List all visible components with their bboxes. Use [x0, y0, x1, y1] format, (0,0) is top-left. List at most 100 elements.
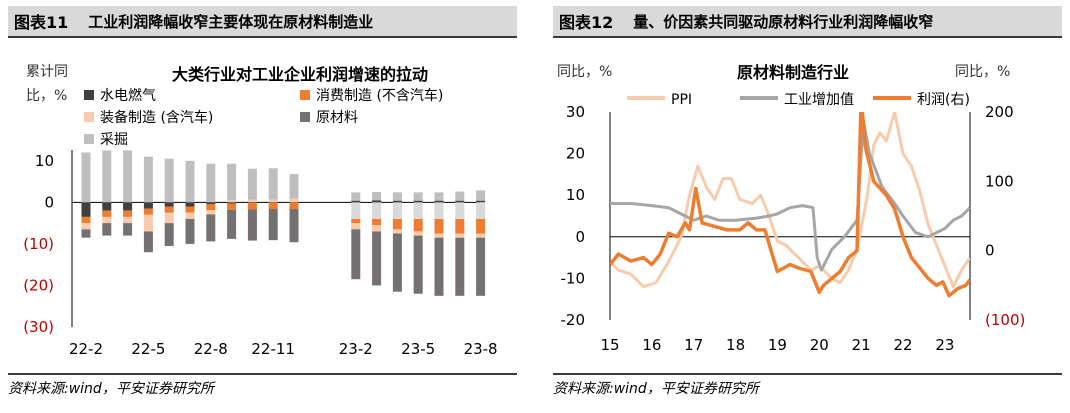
- bar-segment: [123, 223, 133, 236]
- legend-label: 装备制造 (含汽车): [100, 109, 213, 126]
- bar-segment: [143, 156, 153, 203]
- x-tick-label: 22-11: [251, 340, 295, 358]
- bar-segment: [102, 223, 112, 236]
- chart-title: 大类行业对工业企业利润增速的拉动: [172, 65, 428, 84]
- bar-segment: [351, 218, 361, 224]
- right-axis-label: 同比，%: [955, 64, 1010, 80]
- x-tick-label: 23-2: [339, 340, 373, 358]
- bar-segment: [434, 200, 444, 203]
- y-tick-label: (10): [23, 235, 54, 253]
- bar-segment: [206, 203, 216, 211]
- figure-12-header: 图表12 量、价因素共同驱动原材料行业利润降幅收窄: [553, 6, 1062, 38]
- bar-segment: [143, 214, 153, 232]
- bar-segment: [351, 192, 361, 201]
- bar-segment: [289, 208, 299, 243]
- series-line: [610, 112, 970, 298]
- bar-segment: [289, 202, 299, 209]
- bar-segment: [351, 200, 361, 203]
- right-tick-label: 200: [985, 103, 1014, 121]
- bar-segment: [247, 168, 257, 200]
- figure-11-number: 图表11: [14, 13, 69, 32]
- figure-11: 图表11 工业利润降幅收窄主要体现在原材料制造业 大类行业对工业企业利润增速的拉…: [0, 0, 525, 413]
- x-tick-label: 22: [893, 336, 912, 354]
- bar-segment: [185, 212, 195, 219]
- bar-segment: [247, 202, 257, 204]
- bar-segment: [413, 202, 423, 219]
- bar-segment: [372, 200, 382, 203]
- bar-segment: [351, 229, 361, 280]
- legend-label: 水电燃气: [100, 87, 156, 104]
- bar-segment: [268, 199, 278, 203]
- bar-segment: [476, 200, 486, 203]
- bar-segment: [392, 202, 402, 219]
- left-axis-label: 同比，%: [557, 64, 612, 80]
- bar-segment: [227, 200, 237, 203]
- bar-segment: [247, 209, 257, 241]
- right-tick-label: (100): [985, 311, 1025, 329]
- bar-segment: [392, 233, 402, 292]
- bar-segment: [143, 202, 153, 209]
- bar-segment: [455, 200, 465, 203]
- y-tick-label: (20): [23, 276, 54, 294]
- legend-label: PPI: [671, 92, 692, 108]
- bar-segment: [227, 209, 237, 239]
- bar-segment: [247, 199, 257, 203]
- x-tick-label: 20: [810, 336, 829, 354]
- bar-segment: [268, 168, 278, 200]
- legend-swatch: [300, 112, 310, 122]
- bar-segment: [372, 218, 382, 226]
- y-axis-label: 比，%: [26, 88, 67, 104]
- x-tick-label: 19: [768, 336, 787, 354]
- bar-segment: [185, 202, 195, 207]
- legend-swatch: [84, 134, 94, 144]
- bar-segment: [372, 225, 382, 232]
- bar-segment: [392, 218, 402, 230]
- bar-segment: [185, 206, 195, 213]
- bar-segment: [123, 150, 133, 203]
- bar-segment: [413, 235, 423, 294]
- bar-segment: [476, 202, 486, 219]
- left-tick-label: 0: [575, 228, 585, 246]
- bar-segment: [185, 218, 195, 244]
- bar-segment: [123, 210, 133, 217]
- bar-segment: [351, 223, 361, 230]
- bar-segment: [81, 216, 91, 224]
- bar-segment: [392, 192, 402, 201]
- bar-segment: [455, 191, 465, 201]
- bar-segment: [455, 233, 465, 238]
- bar-segment: [206, 214, 216, 242]
- bar-segment: [289, 174, 299, 199]
- bar-segment: [476, 218, 486, 234]
- x-tick-label: 21: [852, 336, 871, 354]
- y-tick-label: 0: [44, 193, 54, 211]
- bar-segment: [81, 229, 91, 238]
- bar-segment: [476, 190, 486, 201]
- left-tick-label: 10: [566, 186, 585, 204]
- x-tick-label: 18: [726, 336, 745, 354]
- bar-segment: [372, 202, 382, 219]
- bar-segment: [206, 210, 216, 215]
- bar-segment: [227, 203, 237, 210]
- bar-segment: [81, 223, 91, 230]
- bar-segment: [185, 160, 195, 203]
- bar-segment: [102, 150, 112, 203]
- bar-segment: [206, 202, 216, 204]
- legend-label: 消费制造 (不含汽车): [316, 87, 443, 104]
- bar-segment: [413, 192, 423, 201]
- bar-segment: [372, 191, 382, 201]
- bar-segment: [434, 192, 444, 201]
- figure-11-source: 资料来源:wind，平安证券研究所: [8, 373, 517, 398]
- right-tick-label: 0: [985, 242, 995, 260]
- bar-segment: [81, 152, 91, 203]
- bar-segment: [413, 231, 423, 236]
- bar-segment: [102, 210, 112, 217]
- left-tick-label: -10: [561, 269, 586, 287]
- bar-segment: [102, 202, 112, 211]
- legend-label: 原材料: [316, 110, 358, 126]
- legend-swatch: [300, 90, 310, 100]
- bar-segment: [164, 202, 174, 207]
- x-tick-label: 23-5: [401, 340, 435, 358]
- bar-segment: [123, 202, 133, 211]
- x-tick-label: 17: [684, 336, 703, 354]
- figure-12-source: 资料来源:wind，平安证券研究所: [553, 373, 1062, 398]
